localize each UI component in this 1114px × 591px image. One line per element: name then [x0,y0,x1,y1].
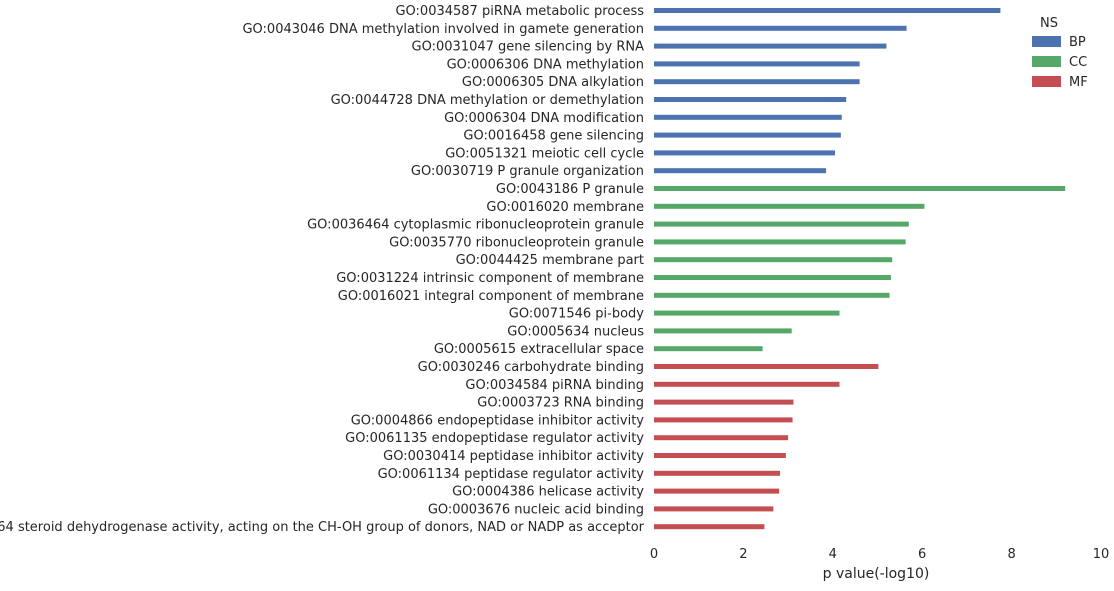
category-label-11: GO:0016020 membrane [486,200,644,215]
legend-swatch-cc [1032,56,1061,67]
category-label-13: GO:0035770 ribonucleoprotein granule [389,235,644,250]
category-label-25: GO:0030414 peptidase inhibitor activity [383,449,644,464]
legend-swatch-mf [1032,76,1061,87]
category-label-3: GO:0006306 DNA methylation [447,57,644,72]
category-label-24: GO:0061135 endopeptidase regulator activ… [345,431,644,446]
bar-bp-4 [654,79,860,85]
category-label-2: GO:0031047 gene silencing by RNA [412,40,645,55]
bar-cc-17 [654,310,840,316]
category-label-17: GO:0071546 pi-body [509,307,644,322]
category-label-5: GO:0044728 DNA methylation or demethylat… [331,93,644,108]
category-label-1: GO:0043046 DNA methylation involved in g… [242,22,644,37]
category-labels: GO:0034587 piRNA metabolic process GO:004… [0,4,645,535]
legend-entry-bp: BP [1069,35,1086,50]
bar-cc-18 [654,328,792,334]
bar-bp-5 [654,97,847,102]
bar-mf-21 [654,381,840,387]
bar-cc-15 [654,275,891,280]
x-tick-label-5: 10 [1093,547,1110,562]
bar-bp-2 [654,43,887,49]
category-label-12: GO:0036464 cytoplasmic ribonucleoprotein… [307,218,644,233]
category-label-0: GO:0034587 piRNA metabolic process [395,4,644,19]
category-label-18: GO:0005634 nucleus [507,324,644,339]
x-tick-label-4: 8 [1007,547,1015,562]
x-tick-label-1: 2 [739,547,747,562]
category-label-8: GO:0051321 meiotic cell cycle [445,146,644,161]
bar-bp-6 [654,114,842,120]
category-label-27: GO:0004386 helicase activity [452,485,644,500]
bar-mf-25 [654,453,786,458]
x-tick-label-3: 6 [918,547,926,562]
category-label-26: GO:0061134 peptidase regulator activity [378,467,645,482]
bar-cc-14 [654,257,893,263]
category-label-21: GO:0034584 piRNA binding [465,378,644,393]
bar-mf-26 [654,470,781,476]
category-label-6: GO:0006304 DNA modification [444,111,644,126]
bar-bp-8 [654,150,836,156]
bar-mf-28 [654,506,774,512]
category-label-4: GO:0006305 DNA alkylation [462,75,644,90]
category-label-20: GO:0030246 carbohydrate binding [418,360,644,375]
bar-mf-22 [654,399,794,405]
x-tick-label-2: 4 [829,547,837,562]
category-label-29: GO:0033764 steroid dehydrogenase activit… [0,520,645,535]
bar-mf-23 [654,417,793,423]
x-axis: 0 2 4 6 8 10 [650,547,1109,562]
bar-bp-0 [654,8,1001,13]
category-label-16: GO:0016021 integral component of membran… [338,289,644,304]
x-axis-label: p value(-log10) [823,566,930,582]
bar-bp-9 [654,168,827,174]
bar-cc-12 [654,221,909,227]
legend-entry-cc: CC [1069,55,1087,70]
category-label-23: GO:0004866 endopeptidase inhibitor activ… [351,413,645,428]
legend-title: NS [1040,16,1058,31]
legend: NS BP CC MF [1032,16,1088,90]
bars-layer [654,8,1066,530]
category-label-19: GO:0005615 extracellular space [434,342,644,357]
bar-cc-11 [654,203,925,209]
category-label-22: GO:0003723 RNA binding [477,396,644,411]
bar-cc-19 [654,346,763,352]
category-label-15: GO:0031224 intrinsic component of membra… [336,271,644,286]
bar-mf-29 [654,524,765,530]
bar-mf-24 [654,435,789,441]
legend-entry-mf: MF [1069,75,1088,90]
x-tick-label-0: 0 [650,547,658,562]
bar-bp-1 [654,25,907,31]
category-label-10: GO:0043186 P granule [496,182,644,197]
bar-bp-3 [654,61,860,67]
bar-cc-10 [654,186,1066,191]
category-label-28: GO:0003676 nucleic acid binding [428,502,644,517]
bar-bp-7 [654,132,841,138]
bar-cc-16 [654,292,890,298]
category-label-9: GO:0030719 P granule organization [411,164,644,179]
legend-swatch-bp [1032,36,1061,47]
category-label-7: GO:0016458 gene silencing [463,129,644,144]
bar-mf-27 [654,488,780,494]
bar-mf-20 [654,364,879,369]
bar-cc-13 [654,239,906,245]
category-label-14: GO:0044425 membrane part [456,253,644,268]
